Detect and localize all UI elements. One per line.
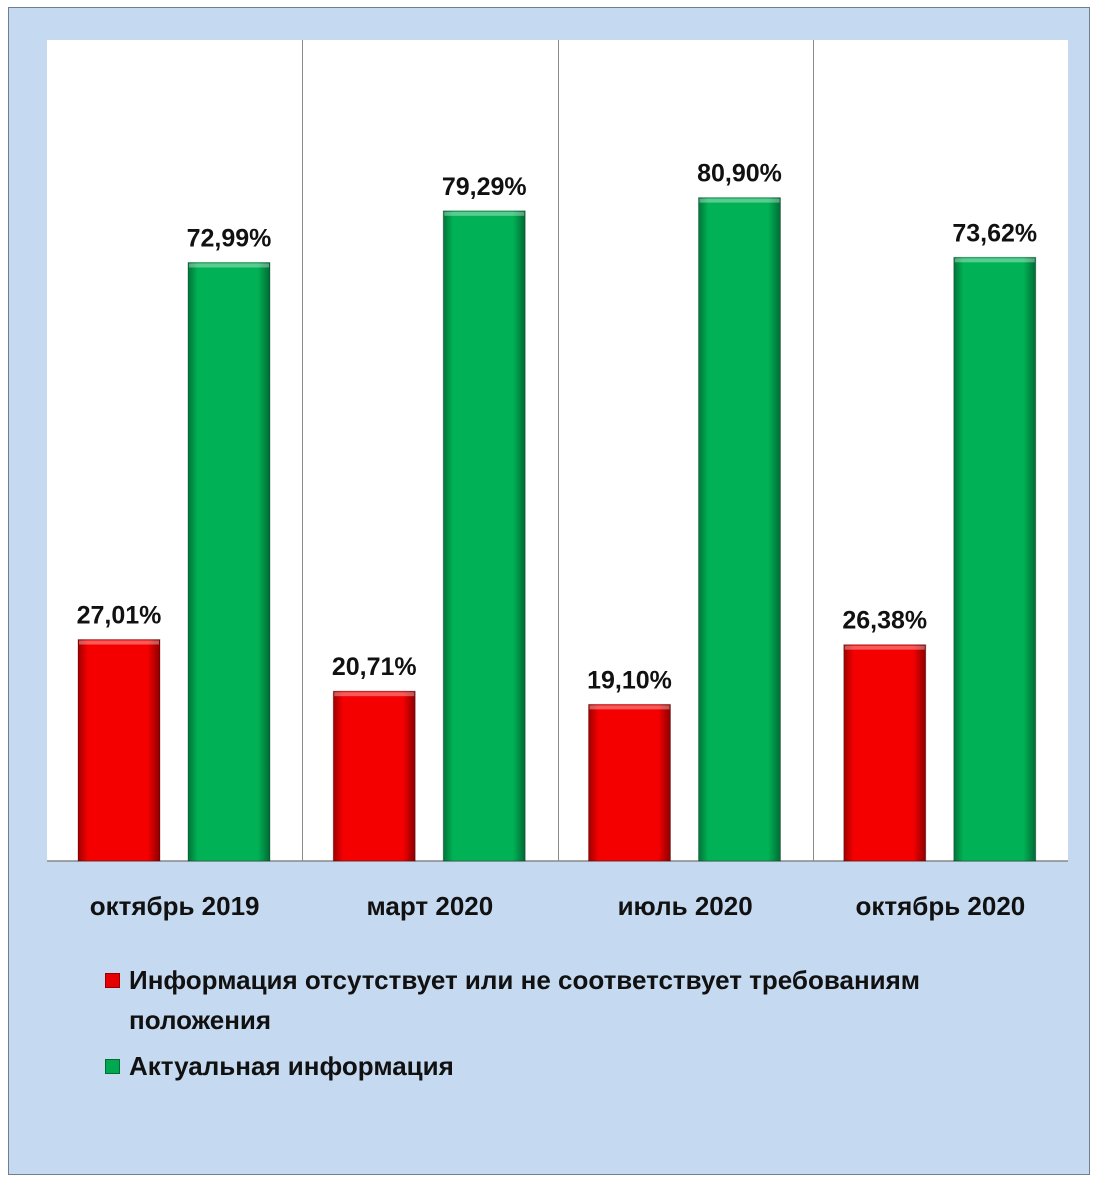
bar-missing — [588, 703, 671, 862]
data-label-missing: 20,71% — [332, 653, 417, 681]
bar-highlight — [79, 640, 159, 645]
bar-missing — [77, 639, 161, 862]
legend-label-actual: Актуальная информация — [129, 1051, 454, 1081]
data-label-missing: 19,10% — [587, 666, 672, 694]
data-label-actual: 80,90% — [697, 160, 782, 188]
data-label-actual: 79,29% — [442, 173, 527, 201]
legend-swatch-green — [105, 1059, 120, 1074]
bar-highlight — [444, 211, 525, 216]
bar-actual — [698, 197, 781, 862]
data-label-missing: 26,38% — [842, 607, 927, 635]
bar-highlight — [589, 705, 670, 710]
bar-highlight — [954, 258, 1035, 263]
bar-missing — [843, 644, 927, 862]
x-tick-label: октябрь 2019 — [90, 891, 260, 921]
bar-highlight — [844, 645, 925, 650]
legend-label-missing: Информация отсутствует или не соответств… — [129, 965, 921, 1035]
bar-actual — [953, 256, 1037, 862]
data-label-missing: 27,01% — [77, 602, 162, 630]
x-tick-label: октябрь 2020 — [855, 891, 1025, 921]
bar-highlight — [189, 263, 269, 268]
data-label-actual: 73,62% — [952, 219, 1037, 247]
legend-item-missing: Информация отсутствует или не соответств… — [103, 960, 1043, 1040]
data-label-actual: 72,99% — [187, 224, 272, 252]
legend-item-actual: Актуальная информация — [103, 1046, 1043, 1086]
bar-actual — [442, 210, 526, 862]
bar-highlight — [699, 198, 780, 203]
x-tick-label: июль 2020 — [618, 891, 753, 921]
bar-highlight — [334, 692, 415, 697]
legend-swatch-red — [105, 973, 120, 988]
x-tick-label: март 2020 — [367, 891, 494, 921]
bar-actual — [187, 261, 271, 862]
legend: Информация отсутствует или не соответств… — [103, 960, 1043, 1092]
bar-missing — [332, 690, 416, 862]
